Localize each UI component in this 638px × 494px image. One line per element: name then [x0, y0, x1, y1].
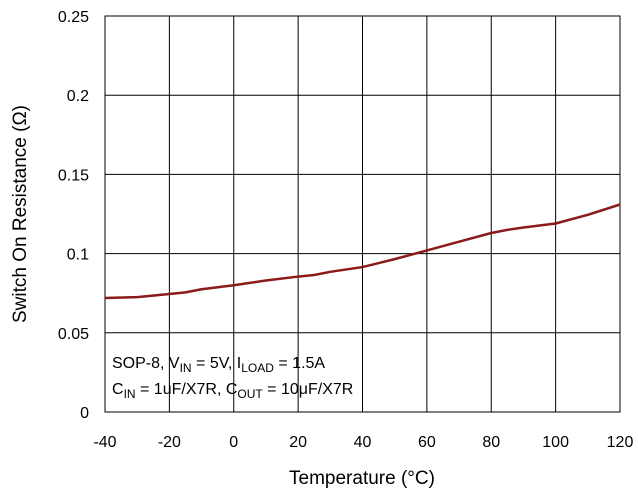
x-tick-label: 120 [607, 434, 634, 451]
annotation-subscript: IN [180, 361, 192, 375]
annotation-line-2: CIN = 1uF/X7R, COUT = 10μF/X7R [112, 381, 353, 401]
x-tick-label: 0 [229, 434, 238, 451]
x-tick-label: 20 [289, 434, 307, 451]
y-tick-labels: 0 0.05 0.1 0.15 0.2 0.25 [58, 9, 89, 422]
x-tick-label: -40 [93, 434, 116, 451]
y-tick-label: 0.15 [58, 167, 89, 184]
annotation: SOP-8, VIN = 5V, ILOAD = 1.5A CIN = 1uF/… [112, 355, 353, 401]
y-tick-label: 0.2 [67, 88, 89, 105]
annotation-text: = 5V, I [192, 355, 242, 372]
annotation-line-1: SOP-8, VIN = 5V, ILOAD = 1.5A [112, 355, 325, 375]
annotation-subscript: OUT [237, 387, 263, 401]
plot-frame [104, 15, 621, 413]
annotation-text: = 1.5A [274, 355, 325, 372]
y-tick-label: 0.25 [58, 9, 89, 26]
annotation-text: SOP-8, V [112, 355, 180, 372]
x-tick-label: -20 [158, 434, 181, 451]
x-tick-label: 40 [354, 434, 372, 451]
y-axis-label: Switch On Resistance (Ω) [10, 105, 31, 323]
x-tick-labels: -40 -20 0 20 40 60 80 100 120 [93, 434, 633, 451]
annotation-text: = 1uF/X7R, C [136, 381, 238, 398]
annotation-text: = 10μF/X7R [263, 381, 354, 398]
x-tick-label: 60 [418, 434, 436, 451]
series-line [104, 203, 621, 300]
y-tick-label: 0 [80, 405, 89, 422]
annotation-subscript: IN [124, 387, 136, 401]
annotation-subscript: LOAD [241, 361, 274, 375]
x-tick-label: 100 [542, 434, 569, 451]
x-tick-label: 80 [482, 434, 500, 451]
y-tick-label: 0.05 [58, 326, 89, 343]
grid [104, 15, 621, 413]
y-tick-label: 0.1 [67, 247, 89, 264]
annotation-text: C [112, 381, 124, 398]
x-axis-label: Temperature (°C) [289, 468, 435, 489]
